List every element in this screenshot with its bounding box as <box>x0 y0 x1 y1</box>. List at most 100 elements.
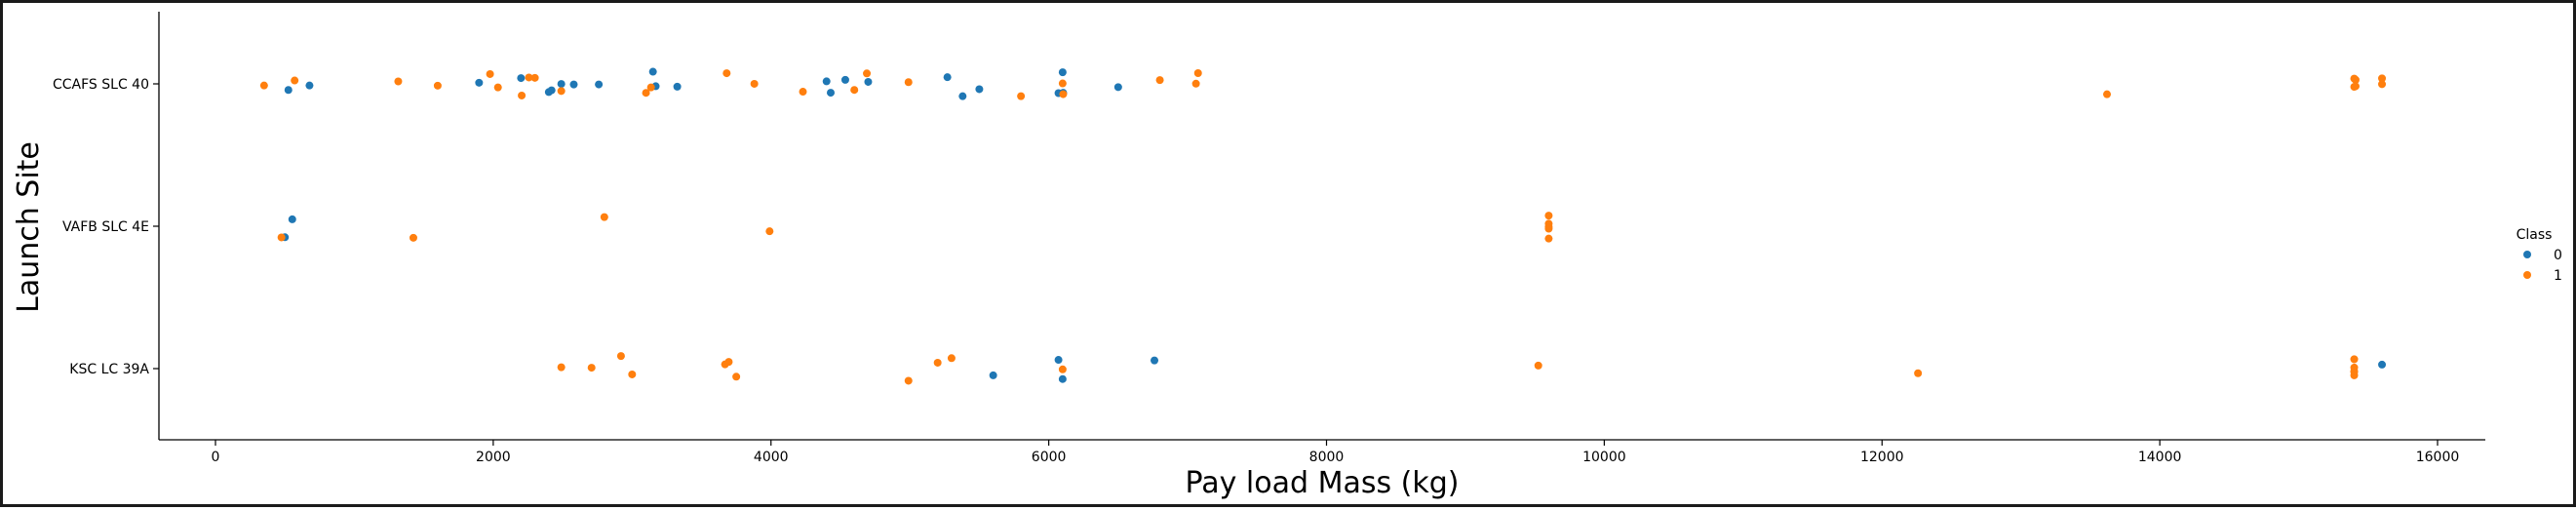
point-class-1 <box>1058 365 1067 373</box>
x-axis-label: Pay load Mass (kg) <box>1186 466 1460 500</box>
x-tick-label: 12000 <box>1860 450 1904 465</box>
point-class-1 <box>724 358 733 367</box>
point-class-0 <box>958 92 967 100</box>
point-class-1 <box>493 83 502 92</box>
point-class-1 <box>2350 363 2359 372</box>
x-tick-label: 16000 <box>2416 450 2460 465</box>
legend-title: Class <box>2517 227 2553 243</box>
axes <box>158 12 2485 441</box>
y-axis-label: Launch Site <box>12 141 46 313</box>
point-class-1 <box>1059 90 1068 98</box>
legend: Class 0 1 <box>2517 227 2562 284</box>
point-class-1 <box>947 354 956 363</box>
point-class-1 <box>850 86 859 95</box>
point-class-0 <box>840 75 849 84</box>
point-class-0 <box>864 77 873 86</box>
legend-marker-0 <box>2523 251 2531 258</box>
point-class-1 <box>722 69 731 78</box>
x-tick-label: 0 <box>212 450 220 465</box>
point-class-1 <box>433 81 442 90</box>
y-tick-label: CCAFS SLC 40 <box>53 77 149 93</box>
point-class-0 <box>1151 356 1159 365</box>
point-class-1 <box>1544 224 1553 233</box>
point-class-1 <box>1193 68 1202 77</box>
point-class-1 <box>616 352 625 361</box>
point-class-0 <box>305 81 314 90</box>
point-class-1 <box>1544 234 1553 243</box>
point-class-1 <box>557 363 566 372</box>
point-class-1 <box>2351 82 2360 91</box>
point-class-1 <box>1534 361 1542 370</box>
point-class-1 <box>933 358 942 367</box>
x-tick-label: 14000 <box>2138 450 2182 465</box>
x-tick-label: 2000 <box>476 450 511 465</box>
point-class-0 <box>1058 68 1067 77</box>
x-tick-label: 4000 <box>754 450 789 465</box>
point-class-1 <box>1017 92 1026 100</box>
point-class-0 <box>595 80 604 89</box>
point-class-1 <box>1191 79 1200 88</box>
point-class-1 <box>904 376 913 385</box>
point-class-0 <box>547 86 556 95</box>
point-class-1 <box>1155 76 1164 85</box>
point-class-1 <box>525 73 533 82</box>
point-class-0 <box>569 80 578 89</box>
point-class-1 <box>486 69 494 78</box>
legend-label-1: 1 <box>2554 268 2562 284</box>
point-class-0 <box>1054 356 1063 365</box>
legend-marker-1 <box>2523 271 2531 279</box>
launch-site-strip-plot: 0 2000 4000 6000 8000 10000 12000 14000 16000 CC… <box>12 12 2562 500</box>
legend-label-0: 0 <box>2554 248 2562 263</box>
x-tick-label: 10000 <box>1582 450 1626 465</box>
point-class-1 <box>2350 355 2359 364</box>
point-class-1 <box>732 373 741 381</box>
point-class-1 <box>394 77 403 86</box>
point-class-1 <box>750 79 759 88</box>
point-class-1 <box>291 76 299 85</box>
x-tick-label: 6000 <box>1032 450 1067 465</box>
x-tick-label: 8000 <box>1309 450 1345 465</box>
point-class-0 <box>288 215 296 223</box>
point-class-1 <box>799 88 807 97</box>
point-class-1 <box>1058 79 1067 88</box>
point-class-0 <box>943 73 952 82</box>
point-class-1 <box>259 81 268 90</box>
point-class-0 <box>648 67 657 76</box>
point-class-0 <box>826 89 835 98</box>
data-points <box>259 67 2387 385</box>
point-class-1 <box>642 89 650 98</box>
point-class-1 <box>765 227 774 236</box>
point-class-1 <box>863 69 872 78</box>
point-class-0 <box>1058 374 1067 383</box>
y-tick-label: KSC LC 39A <box>69 362 149 377</box>
point-class-0 <box>2378 360 2387 369</box>
point-class-1 <box>2378 80 2387 89</box>
point-class-1 <box>628 370 637 378</box>
point-class-1 <box>518 91 527 99</box>
point-class-0 <box>673 82 682 91</box>
point-class-0 <box>822 77 831 86</box>
point-class-1 <box>277 233 286 242</box>
point-class-1 <box>530 73 539 82</box>
point-class-0 <box>557 80 566 89</box>
point-class-1 <box>904 78 913 87</box>
point-class-0 <box>517 74 526 83</box>
point-class-1 <box>1914 369 1923 377</box>
point-class-0 <box>475 78 484 87</box>
point-class-1 <box>1544 212 1553 220</box>
point-class-0 <box>989 371 997 379</box>
point-class-1 <box>557 87 566 96</box>
y-ticks: CCAFS SLC 40 VAFB SLC 4E KSC LC 39A <box>53 77 159 377</box>
point-class-1 <box>600 213 608 221</box>
point-class-0 <box>284 86 293 95</box>
x-ticks: 0 2000 4000 6000 8000 10000 12000 14000 16000 <box>212 440 2460 465</box>
point-class-0 <box>1113 83 1122 92</box>
point-class-1 <box>2102 90 2111 98</box>
point-class-1 <box>2378 74 2387 83</box>
y-tick-label: VAFB SLC 4E <box>62 219 149 235</box>
point-class-1 <box>587 364 596 373</box>
point-class-0 <box>975 85 984 94</box>
point-class-1 <box>646 83 655 92</box>
point-class-1 <box>409 233 417 242</box>
